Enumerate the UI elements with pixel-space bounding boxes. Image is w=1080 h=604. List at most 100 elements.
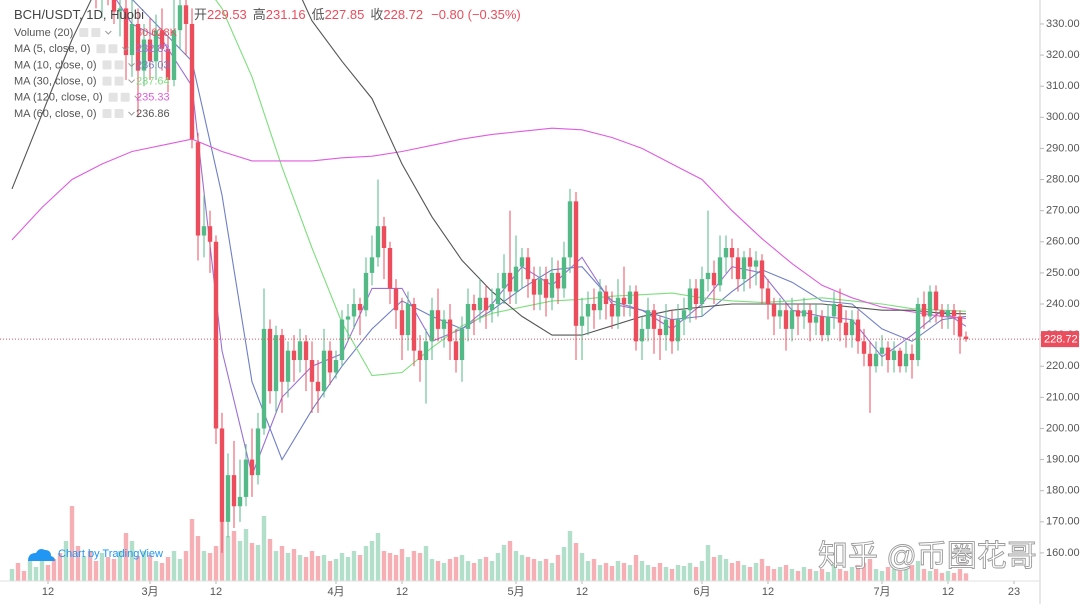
candle-body — [897, 350, 903, 367]
volume-bar — [291, 549, 297, 581]
candle-body — [747, 257, 753, 267]
legend-menu-arrow[interactable] — [128, 79, 135, 84]
volume-bar — [657, 563, 663, 581]
volume-bar — [513, 551, 519, 581]
volume-bar — [105, 557, 111, 581]
candle-body — [555, 272, 561, 289]
candle-body — [435, 310, 441, 329]
candle-body — [837, 304, 843, 323]
volume-bar — [879, 571, 885, 581]
volume-bar — [669, 569, 675, 581]
volume-bar — [177, 559, 183, 581]
x-tick-label: 7月 — [873, 586, 890, 598]
legend-icon[interactable] — [102, 60, 112, 70]
volume-bar — [921, 569, 927, 581]
legend-icon[interactable] — [102, 76, 112, 86]
volume-bar — [573, 543, 579, 581]
volume-bar — [687, 563, 693, 581]
candle-body — [207, 226, 213, 242]
candle-body — [519, 257, 525, 267]
legend-icon[interactable] — [114, 60, 124, 70]
candle-body — [609, 304, 615, 317]
volume-bar — [465, 561, 471, 581]
candle-body — [831, 304, 837, 317]
volume-bar — [897, 571, 903, 581]
symbol: BCH/USDT, 1D, Huobi — [14, 7, 144, 22]
volume-bar — [171, 551, 177, 581]
y-tick-label: 300.00 — [1046, 111, 1080, 123]
volume-bar — [627, 565, 633, 581]
volume-bar — [639, 561, 645, 581]
volume-bar — [801, 567, 807, 581]
volume-bar — [717, 555, 723, 581]
volume-bar — [327, 561, 333, 581]
candle-body — [477, 297, 483, 311]
candle-body — [327, 350, 333, 373]
candle-body — [399, 310, 405, 336]
candle-body — [843, 322, 849, 336]
candle-body — [453, 341, 459, 361]
volume-bar — [933, 569, 939, 581]
volume-bar — [273, 551, 279, 581]
legend-icon[interactable] — [120, 92, 130, 102]
indicator-name: MA (5, close, 0) — [14, 43, 90, 55]
legend-icon[interactable] — [96, 44, 106, 54]
candle-body — [651, 310, 657, 329]
candle-body — [759, 260, 765, 289]
volume-bar — [195, 536, 201, 581]
volume-bar — [729, 563, 735, 581]
ohlc-name: 低 — [312, 7, 325, 22]
volume-bar — [453, 557, 459, 581]
volume-bar — [891, 569, 897, 581]
candle-body — [495, 288, 501, 305]
last-price-tag — [1041, 331, 1079, 348]
candle-body — [381, 226, 387, 248]
volume-bar — [873, 569, 879, 581]
y-tick-label: 290.00 — [1046, 142, 1080, 154]
volume-bar — [759, 559, 765, 581]
legend-icon[interactable] — [108, 44, 118, 54]
candle-body — [603, 291, 609, 305]
legend-menu-arrow[interactable] — [104, 30, 112, 35]
candle-body — [165, 48, 171, 80]
legend-icon[interactable] — [114, 76, 124, 86]
volume-bar — [681, 566, 687, 581]
candle-body — [177, 5, 183, 31]
volume-bar — [141, 551, 147, 581]
candle-body — [423, 341, 429, 361]
volume-bar — [861, 563, 867, 581]
volume-bar — [183, 551, 189, 581]
volume-bar — [99, 553, 105, 581]
volume-bar — [147, 555, 153, 581]
candle-body — [915, 304, 921, 361]
volume-bar — [609, 566, 615, 581]
indicator-name: MA (120, close, 0) — [14, 92, 103, 104]
legend-icon[interactable] — [79, 28, 89, 37]
legend-icon[interactable] — [108, 92, 118, 102]
candle-body — [729, 247, 735, 258]
volume-bar — [387, 553, 393, 581]
legend-menu-arrow[interactable] — [134, 95, 142, 100]
x-tick-label: 12 — [396, 586, 408, 598]
legend-icon[interactable] — [114, 109, 124, 118]
volume-bar — [849, 567, 855, 581]
legend-menu-arrow[interactable] — [128, 111, 135, 116]
legend-menu-arrow[interactable] — [122, 46, 129, 51]
volume-bar — [399, 549, 405, 581]
x-tick-label: 12 — [210, 586, 222, 598]
x-tick-label: 3月 — [141, 586, 158, 598]
legend-icon[interactable] — [102, 109, 112, 118]
volume-bar — [435, 561, 441, 581]
legend-menu-arrow[interactable] — [128, 63, 135, 68]
volume-bar — [945, 571, 951, 581]
legend-icon[interactable] — [91, 28, 101, 37]
volume-bar — [555, 555, 561, 581]
candle-body — [243, 459, 249, 497]
volume-bar — [375, 533, 381, 581]
candle-body — [939, 310, 945, 317]
volume-bar — [591, 559, 597, 581]
volume-bar — [381, 551, 387, 581]
y-tick-label: 160.00 — [1046, 547, 1080, 559]
volume-bar — [561, 547, 567, 581]
y-tick-label: 220.00 — [1046, 360, 1080, 372]
